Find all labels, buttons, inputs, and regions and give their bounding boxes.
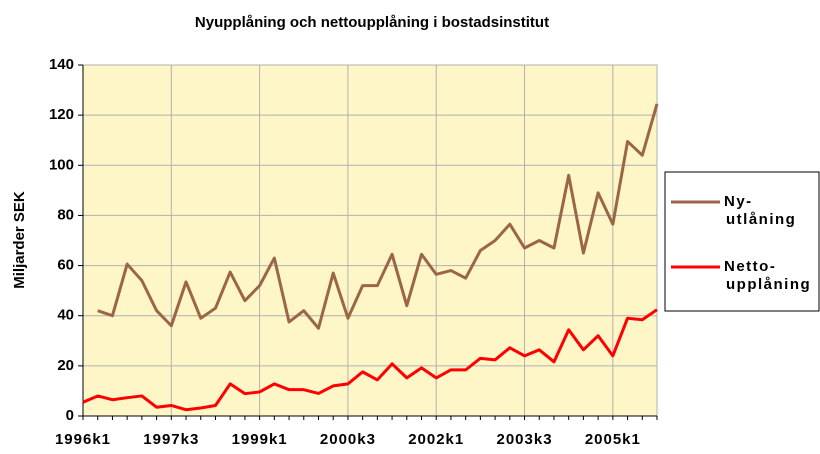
x-tick-label: 1996k1: [55, 431, 111, 448]
plot-area: [82, 64, 658, 417]
y-tick-label: 140: [49, 56, 74, 73]
x-tick-label: 2005k1: [585, 431, 641, 448]
y-tick-label: 20: [57, 357, 74, 374]
legend-label: Netto-upplåning: [724, 258, 811, 293]
y-tick-label: 40: [57, 307, 74, 324]
x-tick-label: 2000k3: [320, 431, 376, 448]
y-tick-label: 0: [66, 407, 74, 424]
y-tick-label: 60: [57, 257, 74, 274]
y-tick-label: 80: [57, 206, 74, 223]
x-tick-label: 2003k3: [497, 431, 553, 448]
legend-label: Ny-utlåning: [724, 193, 796, 228]
data-line: [82, 308, 658, 412]
y-tick-label: 120: [49, 106, 74, 123]
data-line: [97, 103, 659, 330]
y-axis-label: Miljarder SEK: [11, 191, 28, 289]
x-tick-label: 1997k3: [143, 431, 199, 448]
legend-box: [664, 171, 820, 312]
x-tick-label: 2002k1: [408, 431, 464, 448]
y-tick-label: 100: [49, 156, 74, 173]
x-tick-label: 1999k1: [232, 431, 288, 448]
chart-title: Nyupplåning och nettoupplåning i bostads…: [195, 14, 549, 31]
